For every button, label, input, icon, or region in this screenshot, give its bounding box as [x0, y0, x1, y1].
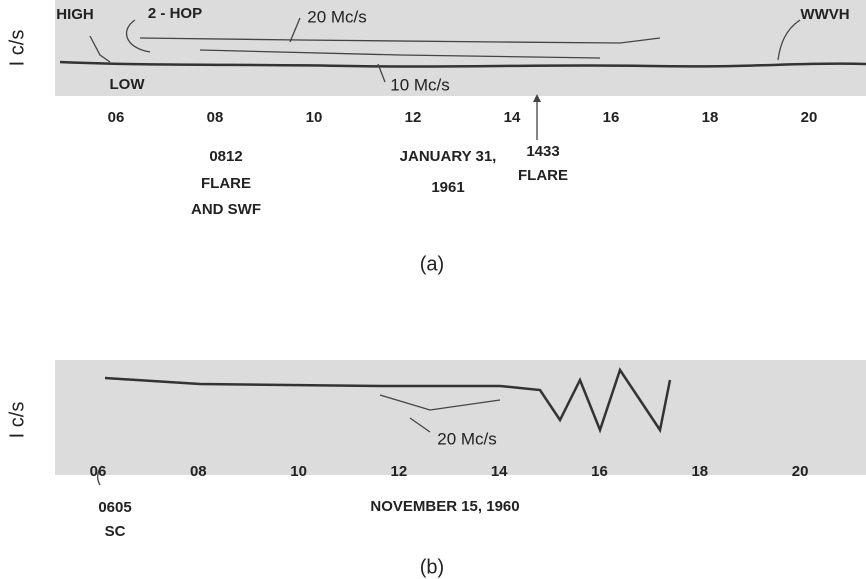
annotation: JANUARY 31,: [400, 148, 497, 165]
pointer: [409, 417, 431, 433]
annotation: SC: [105, 523, 126, 540]
annotation: LOW: [110, 76, 146, 93]
annotation: WWVH: [800, 6, 849, 23]
hour-label: 10: [290, 463, 307, 480]
pointer: [96, 465, 103, 486]
hour-label: 20: [792, 463, 809, 480]
annotation: FLARE: [518, 167, 568, 184]
annotation: 1961: [431, 179, 464, 196]
annotation: 0605: [98, 499, 131, 516]
annotation: NOVEMBER 15, 1960: [370, 498, 519, 515]
record-strip: [55, 360, 866, 475]
hour-label: 12: [391, 463, 408, 480]
y-label: I c/s: [6, 402, 28, 439]
annotation: HIGH: [56, 6, 94, 23]
hour-label: 08: [207, 109, 224, 126]
trace-20mc-low: [379, 394, 501, 411]
hour-label: 20: [801, 109, 818, 126]
hour-label: 14: [491, 463, 508, 480]
pointer: [89, 35, 111, 63]
pointer: [289, 17, 301, 43]
trace-20mc: [104, 367, 672, 434]
pointer: [125, 19, 151, 53]
caption: (b): [420, 556, 444, 578]
annotation: 2 - HOP: [148, 5, 202, 22]
record-strip: [55, 0, 866, 96]
trace-20mc: [139, 37, 661, 44]
pointer: [777, 19, 801, 61]
hour-label: 16: [603, 109, 620, 126]
hour-label: 06: [90, 463, 107, 480]
arrowhead: [533, 94, 541, 102]
annotation: 10 Mc/s: [390, 75, 450, 94]
hour-label: 08: [190, 463, 207, 480]
trace-10mc: [59, 60, 866, 68]
hour-label: 12: [405, 109, 422, 126]
hour-label: 18: [691, 463, 708, 480]
y-label: I c/s: [6, 30, 28, 67]
annotation: 20 Mc/s: [307, 7, 367, 26]
hour-label: 16: [591, 463, 608, 480]
hour-label: 14: [504, 109, 521, 126]
annotation: 1433: [526, 143, 559, 160]
hour-label: 10: [306, 109, 323, 126]
hour-label: 18: [702, 109, 719, 126]
annotation: 0812: [209, 148, 242, 165]
annotation: 20 Mc/s: [437, 429, 497, 448]
annotation: FLARE: [201, 175, 251, 192]
pointer: [377, 63, 386, 83]
caption: (a): [420, 253, 444, 275]
annotation: AND SWF: [191, 201, 261, 218]
hour-label: 06: [108, 109, 125, 126]
trace-20mc-low: [199, 49, 601, 59]
